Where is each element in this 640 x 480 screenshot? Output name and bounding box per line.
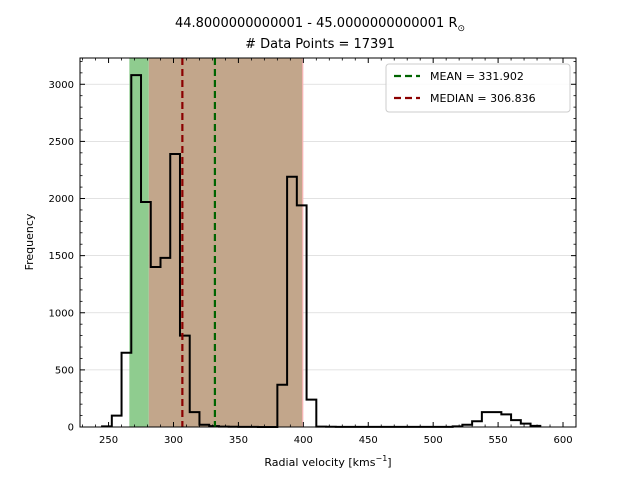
legend: MEAN = 331.902 MEDIAN = 306.836 bbox=[385, 63, 571, 113]
chart-title-subscript: ⊙ bbox=[457, 24, 465, 34]
histogram-outline bbox=[101, 74, 542, 428]
legend-entry-label: MEAN = 331.902 bbox=[430, 70, 524, 83]
x-axis-label-main: Radial velocity [kms bbox=[264, 456, 375, 469]
y-tick-label: 500 bbox=[55, 365, 74, 376]
x-axis-label-end: ] bbox=[387, 456, 391, 469]
x-tick-label: 250 bbox=[99, 435, 118, 446]
x-tick-label: 600 bbox=[553, 435, 572, 446]
x-tick-label: 400 bbox=[294, 435, 313, 446]
y-tick-label: 2500 bbox=[49, 137, 74, 148]
x-tick-label: 550 bbox=[489, 435, 508, 446]
y-tick-label: 2000 bbox=[49, 194, 74, 205]
legend-entry-label: MEDIAN = 306.836 bbox=[430, 92, 536, 105]
x-axis-label: Radial velocity [kms−1] bbox=[264, 454, 391, 469]
y-axis-label: Frequency bbox=[23, 213, 36, 270]
shaded-band bbox=[148, 58, 303, 427]
chart-title-line1: 44.8000000000001 - 45.0000000000001 R⊙ bbox=[175, 16, 465, 34]
legend-box bbox=[385, 63, 571, 113]
chart-title-line2: # Data Points = 17391 bbox=[245, 37, 395, 52]
x-axis-label-superscript: −1 bbox=[375, 454, 387, 463]
x-tick-label: 350 bbox=[229, 435, 248, 446]
shaded-band bbox=[129, 58, 149, 427]
x-tick-label: 300 bbox=[164, 435, 183, 446]
y-tick-label: 1000 bbox=[49, 308, 74, 319]
x-tick-label: 450 bbox=[359, 435, 378, 446]
plot-area: 250 300 350 400 450 500 550 600 0 500 1000 1500 2000… bbox=[49, 57, 577, 446]
axes-frame bbox=[79, 57, 577, 428]
shaded-band bbox=[302, 58, 304, 427]
y-tick-label: 0 bbox=[68, 423, 74, 434]
chart-title-main: 44.8000000000001 - 45.0000000000001 R bbox=[175, 16, 458, 31]
y-tick-label: 1500 bbox=[49, 251, 74, 262]
y-tick-label: 3000 bbox=[49, 80, 74, 91]
x-tick-label: 500 bbox=[424, 435, 443, 446]
